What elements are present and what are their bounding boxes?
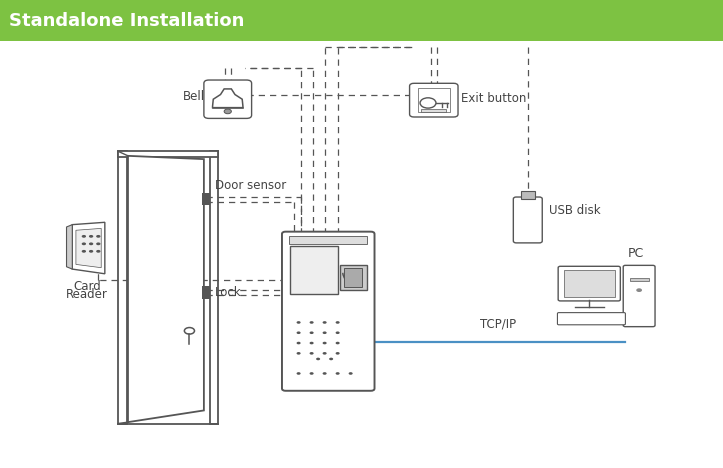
Circle shape <box>89 242 93 245</box>
Text: Standalone Installation: Standalone Installation <box>9 12 245 29</box>
Circle shape <box>309 372 314 375</box>
FancyBboxPatch shape <box>409 83 458 117</box>
Circle shape <box>322 352 327 355</box>
Circle shape <box>322 342 327 344</box>
Circle shape <box>335 372 340 375</box>
Circle shape <box>309 331 314 334</box>
Circle shape <box>322 321 327 324</box>
Polygon shape <box>67 225 72 269</box>
Circle shape <box>89 250 93 253</box>
Circle shape <box>296 352 301 355</box>
Circle shape <box>96 242 100 245</box>
Text: Door sensor: Door sensor <box>215 179 286 192</box>
Circle shape <box>89 235 93 238</box>
Circle shape <box>636 288 642 292</box>
Circle shape <box>316 358 320 360</box>
FancyBboxPatch shape <box>344 268 362 287</box>
FancyBboxPatch shape <box>521 191 535 199</box>
Circle shape <box>224 109 231 114</box>
Circle shape <box>309 342 314 344</box>
Circle shape <box>296 331 301 334</box>
Circle shape <box>82 242 86 245</box>
FancyBboxPatch shape <box>557 313 625 325</box>
Bar <box>202 193 210 205</box>
Circle shape <box>322 331 327 334</box>
FancyBboxPatch shape <box>340 265 367 290</box>
Text: TCP/IP: TCP/IP <box>480 317 516 330</box>
Circle shape <box>82 250 86 253</box>
Polygon shape <box>128 156 204 422</box>
FancyBboxPatch shape <box>0 0 723 41</box>
Circle shape <box>335 352 340 355</box>
Circle shape <box>309 321 314 324</box>
Bar <box>210 151 218 424</box>
Circle shape <box>82 235 86 238</box>
Bar <box>630 278 649 281</box>
FancyBboxPatch shape <box>623 265 655 327</box>
Text: Exit button: Exit button <box>461 92 526 105</box>
Circle shape <box>348 372 353 375</box>
FancyBboxPatch shape <box>564 270 615 297</box>
Circle shape <box>296 342 301 344</box>
Text: Lock: Lock <box>215 286 241 299</box>
Text: Card: Card <box>73 280 100 293</box>
Polygon shape <box>76 228 101 268</box>
Circle shape <box>96 235 100 238</box>
FancyBboxPatch shape <box>204 80 252 118</box>
Bar <box>289 236 367 244</box>
Polygon shape <box>72 222 105 274</box>
FancyBboxPatch shape <box>513 197 542 243</box>
Circle shape <box>296 321 301 324</box>
Circle shape <box>296 372 301 375</box>
Circle shape <box>96 250 100 253</box>
Text: Bell: Bell <box>183 90 205 103</box>
Circle shape <box>322 372 327 375</box>
Circle shape <box>335 331 340 334</box>
Bar <box>202 286 210 299</box>
Text: USB disk: USB disk <box>549 204 601 217</box>
Circle shape <box>335 342 340 344</box>
Circle shape <box>335 321 340 324</box>
Bar <box>118 151 218 157</box>
FancyBboxPatch shape <box>282 232 375 391</box>
FancyBboxPatch shape <box>558 266 620 301</box>
Text: PC: PC <box>628 247 644 260</box>
Circle shape <box>329 358 333 360</box>
Bar <box>118 151 127 424</box>
FancyBboxPatch shape <box>290 246 338 294</box>
Text: Reader: Reader <box>66 288 108 301</box>
FancyBboxPatch shape <box>422 109 447 112</box>
Circle shape <box>309 352 314 355</box>
